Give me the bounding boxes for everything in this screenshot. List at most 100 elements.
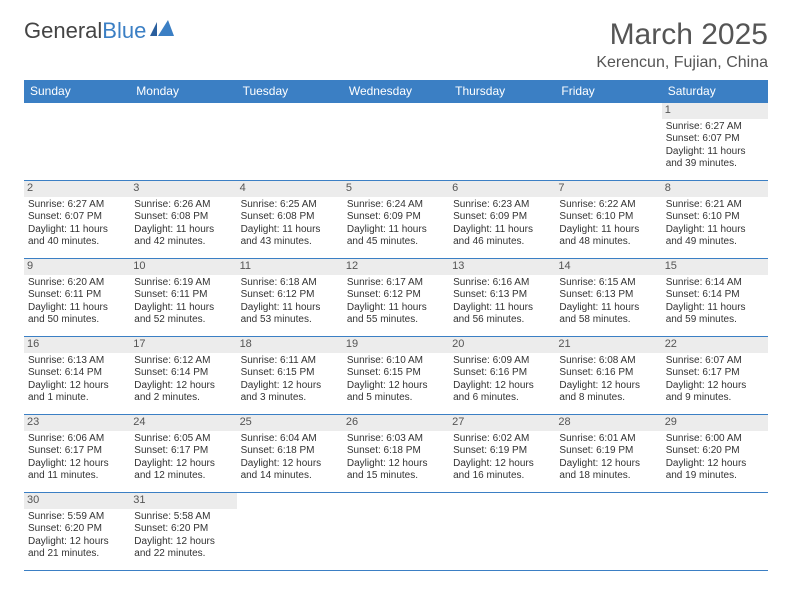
day-number: 18 — [237, 337, 343, 353]
calendar-cell — [555, 493, 661, 571]
sunset-line: Sunset: 6:14 PM — [134, 367, 232, 380]
daylight-line: Daylight: 11 hours and 55 minutes. — [347, 302, 445, 327]
day-number: 24 — [130, 415, 236, 431]
day-number: 13 — [449, 259, 555, 275]
calendar-cell — [343, 103, 449, 181]
sunset-line: Sunset: 6:12 PM — [241, 289, 339, 302]
daylight-line: Daylight: 12 hours and 5 minutes. — [347, 380, 445, 405]
calendar-cell: 31Sunrise: 5:58 AMSunset: 6:20 PMDayligh… — [130, 493, 236, 571]
day-number: 27 — [449, 415, 555, 431]
day-number: 4 — [237, 181, 343, 197]
sunset-line: Sunset: 6:10 PM — [559, 211, 657, 224]
calendar-cell: 14 Sunrise: 6:15 AMSunset: 6:13 PMDayligh… — [555, 259, 661, 337]
sunrise-line: Sunrise: 6:06 AM — [28, 433, 126, 446]
title-block: March 2025 Kerencun, Fujian, China — [596, 18, 768, 72]
sunrise-line: Sunrise: 6:26 AM — [134, 199, 232, 212]
calendar-cell: 5Sunrise: 6:24 AMSunset: 6:09 PMDaylight… — [343, 181, 449, 259]
sunset-line: Sunset: 6:17 PM — [134, 445, 232, 458]
day-number: 17 — [130, 337, 236, 353]
calendar-row: 9Sunrise: 6:20 AMSunset: 6:11 PMDaylight… — [24, 259, 768, 337]
daylight-line: Daylight: 11 hours and 43 minutes. — [241, 224, 339, 249]
daylight-line: Daylight: 11 hours and 46 minutes. — [453, 224, 551, 249]
day-number: 25 — [237, 415, 343, 431]
sunrise-line: Sunrise: 6:11 AM — [241, 355, 339, 368]
sunset-line: Sunset: 6:16 PM — [559, 367, 657, 380]
calendar-row: 30Sunrise: 5:59 AMSunset: 6:20 PMDayligh… — [24, 493, 768, 571]
calendar-cell: 20Sunrise: 6:09 AMSunset: 6:16 PMDayligh… — [449, 337, 555, 415]
sunrise-line: Sunrise: 6:12 AM — [134, 355, 232, 368]
sunrise-line: Sunrise: 6:15 AM — [559, 277, 657, 290]
sunset-line: Sunset: 6:15 PM — [347, 367, 445, 380]
sunrise-line: Sunrise: 6:09 AM — [453, 355, 551, 368]
daylight-line: Daylight: 11 hours and 53 minutes. — [241, 302, 339, 327]
day-number: 19 — [343, 337, 449, 353]
logo-text-2: Blue — [102, 18, 146, 44]
header: GeneralBlue March 2025 Kerencun, Fujian,… — [24, 18, 768, 72]
calendar-row: 16Sunrise: 6:13 AMSunset: 6:14 PMDayligh… — [24, 337, 768, 415]
weekday-header: Sunday — [24, 80, 130, 103]
sunset-line: Sunset: 6:20 PM — [134, 523, 232, 536]
sunset-line: Sunset: 6:13 PM — [559, 289, 657, 302]
sunset-line: Sunset: 6:11 PM — [134, 289, 232, 302]
daylight-line: Daylight: 12 hours and 9 minutes. — [666, 380, 764, 405]
sunset-line: Sunset: 6:17 PM — [28, 445, 126, 458]
day-number: 9 — [24, 259, 130, 275]
sunrise-line: Sunrise: 6:22 AM — [559, 199, 657, 212]
daylight-line: Daylight: 11 hours and 58 minutes. — [559, 302, 657, 327]
calendar-cell: 24Sunrise: 6:05 AMSunset: 6:17 PMDayligh… — [130, 415, 236, 493]
sunrise-line: Sunrise: 6:07 AM — [666, 355, 764, 368]
weekday-header: Thursday — [449, 80, 555, 103]
calendar-cell — [130, 103, 236, 181]
calendar-cell: 27Sunrise: 6:02 AMSunset: 6:19 PMDayligh… — [449, 415, 555, 493]
calendar-cell: 17 Sunrise: 6:12 AMSunset: 6:14 PMDayligh… — [130, 337, 236, 415]
logo: GeneralBlue — [24, 18, 176, 44]
sunrise-line: Sunrise: 6:13 AM — [28, 355, 126, 368]
sunset-line: Sunset: 6:19 PM — [453, 445, 551, 458]
sunset-line: Sunset: 6:08 PM — [134, 211, 232, 224]
weekday-header: Monday — [130, 80, 236, 103]
daylight-line: Daylight: 11 hours and 48 minutes. — [559, 224, 657, 249]
sunset-line: Sunset: 6:15 PM — [241, 367, 339, 380]
sunset-line: Sunset: 6:07 PM — [28, 211, 126, 224]
daylight-line: Daylight: 12 hours and 6 minutes. — [453, 380, 551, 405]
calendar-cell: 12Sunrise: 6:17 AMSunset: 6:12 PMDayligh… — [343, 259, 449, 337]
sunset-line: Sunset: 6:09 PM — [347, 211, 445, 224]
daylight-line: Daylight: 12 hours and 19 minutes. — [666, 458, 764, 483]
sunrise-line: Sunrise: 6:25 AM — [241, 199, 339, 212]
calendar-cell — [237, 103, 343, 181]
calendar-cell: 21Sunrise: 6:08 AMSunset: 6:16 PMDayligh… — [555, 337, 661, 415]
sunrise-line: Sunrise: 6:27 AM — [666, 121, 764, 134]
weekday-header: Wednesday — [343, 80, 449, 103]
calendar-cell: 4Sunrise: 6:25 AMSunset: 6:08 PMDaylight… — [237, 181, 343, 259]
weekday-header-row: Sunday Monday Tuesday Wednesday Thursday… — [24, 80, 768, 103]
calendar-row: 23Sunrise: 6:06 AMSunset: 6:17 PMDayligh… — [24, 415, 768, 493]
calendar-cell: 26Sunrise: 6:03 AMSunset: 6:18 PMDayligh… — [343, 415, 449, 493]
sunset-line: Sunset: 6:18 PM — [347, 445, 445, 458]
day-number: 14 — [555, 259, 661, 275]
flag-icon — [150, 18, 176, 44]
daylight-line: Daylight: 11 hours and 39 minutes. — [666, 146, 764, 171]
sunrise-line: Sunrise: 6:14 AM — [666, 277, 764, 290]
sunset-line: Sunset: 6:20 PM — [28, 523, 126, 536]
day-number: 21 — [555, 337, 661, 353]
day-number: 28 — [555, 415, 661, 431]
calendar-cell: 6Sunrise: 6:23 AMSunset: 6:09 PMDaylight… — [449, 181, 555, 259]
calendar-cell: 7Sunrise: 6:22 AMSunset: 6:10 PMDaylight… — [555, 181, 661, 259]
sunrise-line: Sunrise: 6:17 AM — [347, 277, 445, 290]
sunset-line: Sunset: 6:14 PM — [28, 367, 126, 380]
calendar-cell — [449, 103, 555, 181]
sunrise-line: Sunrise: 6:10 AM — [347, 355, 445, 368]
sunset-line: Sunset: 6:14 PM — [666, 289, 764, 302]
sunrise-line: Sunrise: 6:03 AM — [347, 433, 445, 446]
sunset-line: Sunset: 6:13 PM — [453, 289, 551, 302]
sunrise-line: Sunrise: 5:58 AM — [134, 511, 232, 524]
daylight-line: Daylight: 12 hours and 11 minutes. — [28, 458, 126, 483]
day-number: 15 — [662, 259, 768, 275]
calendar-cell — [237, 493, 343, 571]
daylight-line: Daylight: 12 hours and 2 minutes. — [134, 380, 232, 405]
day-number: 10 — [130, 259, 236, 275]
day-number: 26 — [343, 415, 449, 431]
sunset-line: Sunset: 6:16 PM — [453, 367, 551, 380]
calendar-cell: 22Sunrise: 6:07 AMSunset: 6:17 PMDayligh… — [662, 337, 768, 415]
sunset-line: Sunset: 6:17 PM — [666, 367, 764, 380]
